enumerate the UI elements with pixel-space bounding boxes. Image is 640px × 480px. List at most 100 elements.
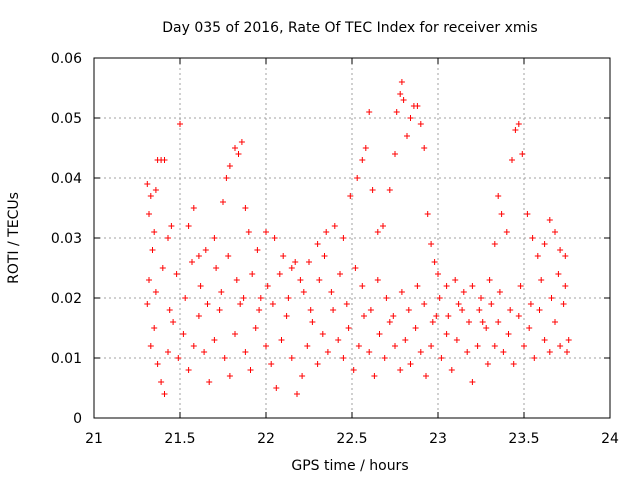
data-point xyxy=(495,319,502,325)
data-point xyxy=(269,301,276,307)
data-point xyxy=(469,379,476,385)
data-point xyxy=(448,367,455,373)
data-point xyxy=(144,181,151,187)
data-point xyxy=(147,343,154,349)
data-point xyxy=(299,373,306,379)
data-point xyxy=(366,349,373,355)
data-point xyxy=(247,367,254,373)
data-point xyxy=(424,211,431,217)
axis-ticks xyxy=(93,57,611,419)
data-point xyxy=(521,343,527,349)
data-point xyxy=(526,325,533,331)
data-point xyxy=(397,367,404,373)
data-point xyxy=(562,253,569,259)
data-point xyxy=(546,217,553,223)
data-point xyxy=(380,223,386,229)
data-point xyxy=(402,337,409,343)
data-point xyxy=(510,361,517,367)
data-point xyxy=(263,229,269,235)
data-point xyxy=(330,307,337,313)
data-point xyxy=(479,319,486,325)
data-point xyxy=(536,307,543,313)
data-point xyxy=(166,307,173,313)
data-point xyxy=(158,379,165,385)
data-point xyxy=(263,343,269,349)
data-point xyxy=(316,277,323,283)
data-point xyxy=(221,355,228,361)
data-point xyxy=(431,259,438,265)
data-point xyxy=(238,139,245,145)
data-point xyxy=(149,247,156,253)
data-point xyxy=(390,313,397,319)
data-point xyxy=(285,295,292,301)
data-point xyxy=(180,331,187,337)
data-point xyxy=(371,373,378,379)
data-point xyxy=(452,277,459,283)
data-point xyxy=(256,307,263,313)
data-point xyxy=(433,313,440,319)
data-point xyxy=(374,229,381,235)
data-point xyxy=(350,367,357,373)
y-tick-label: 0.01 xyxy=(51,351,82,367)
data-point xyxy=(292,259,299,265)
y-tick-label: 0 xyxy=(73,411,82,427)
data-point xyxy=(202,247,209,253)
data-point xyxy=(400,97,407,103)
data-point xyxy=(560,301,567,307)
data-point xyxy=(557,247,564,253)
data-point xyxy=(195,253,202,259)
data-point xyxy=(428,241,435,247)
data-point xyxy=(257,295,264,301)
data-point xyxy=(366,109,373,115)
data-point xyxy=(152,289,159,295)
data-point xyxy=(206,379,213,385)
x-tick-label: 21 xyxy=(85,431,103,447)
data-point xyxy=(211,337,218,343)
y-tick-label: 0.04 xyxy=(51,171,82,187)
data-point xyxy=(161,157,168,163)
data-point xyxy=(307,307,314,313)
data-point xyxy=(165,235,171,241)
y-tick-label: 0.06 xyxy=(51,51,82,67)
data-point xyxy=(546,349,553,355)
data-point xyxy=(151,325,158,331)
data-point xyxy=(242,205,249,211)
data-point xyxy=(354,175,361,181)
data-point xyxy=(500,349,507,355)
data-point xyxy=(235,151,242,157)
data-point xyxy=(216,307,223,313)
data-point xyxy=(435,271,441,277)
data-point xyxy=(297,277,304,283)
data-point xyxy=(355,343,362,349)
data-point xyxy=(340,235,347,241)
data-point xyxy=(335,337,342,343)
data-point xyxy=(309,319,316,325)
data-point xyxy=(359,283,366,289)
data-point xyxy=(397,91,404,97)
data-point xyxy=(168,223,175,229)
data-point xyxy=(146,211,152,217)
data-point xyxy=(288,355,295,361)
data-point xyxy=(414,103,421,109)
data-point xyxy=(564,349,570,355)
data-point xyxy=(321,253,328,259)
data-point xyxy=(324,349,331,355)
data-point xyxy=(464,349,471,355)
data-point xyxy=(421,301,428,307)
data-point xyxy=(491,241,498,247)
data-point xyxy=(211,235,218,241)
data-point xyxy=(213,265,220,271)
data-point xyxy=(407,115,414,121)
data-point xyxy=(280,253,287,259)
data-point xyxy=(185,223,192,229)
data-point xyxy=(443,331,450,337)
data-point xyxy=(323,229,330,235)
data-point xyxy=(534,253,541,259)
data-point xyxy=(496,289,503,295)
data-point xyxy=(189,259,195,265)
data-point xyxy=(340,355,347,361)
x-tick-label: 23 xyxy=(429,431,447,447)
data-point xyxy=(175,355,182,361)
data-point xyxy=(381,355,388,361)
